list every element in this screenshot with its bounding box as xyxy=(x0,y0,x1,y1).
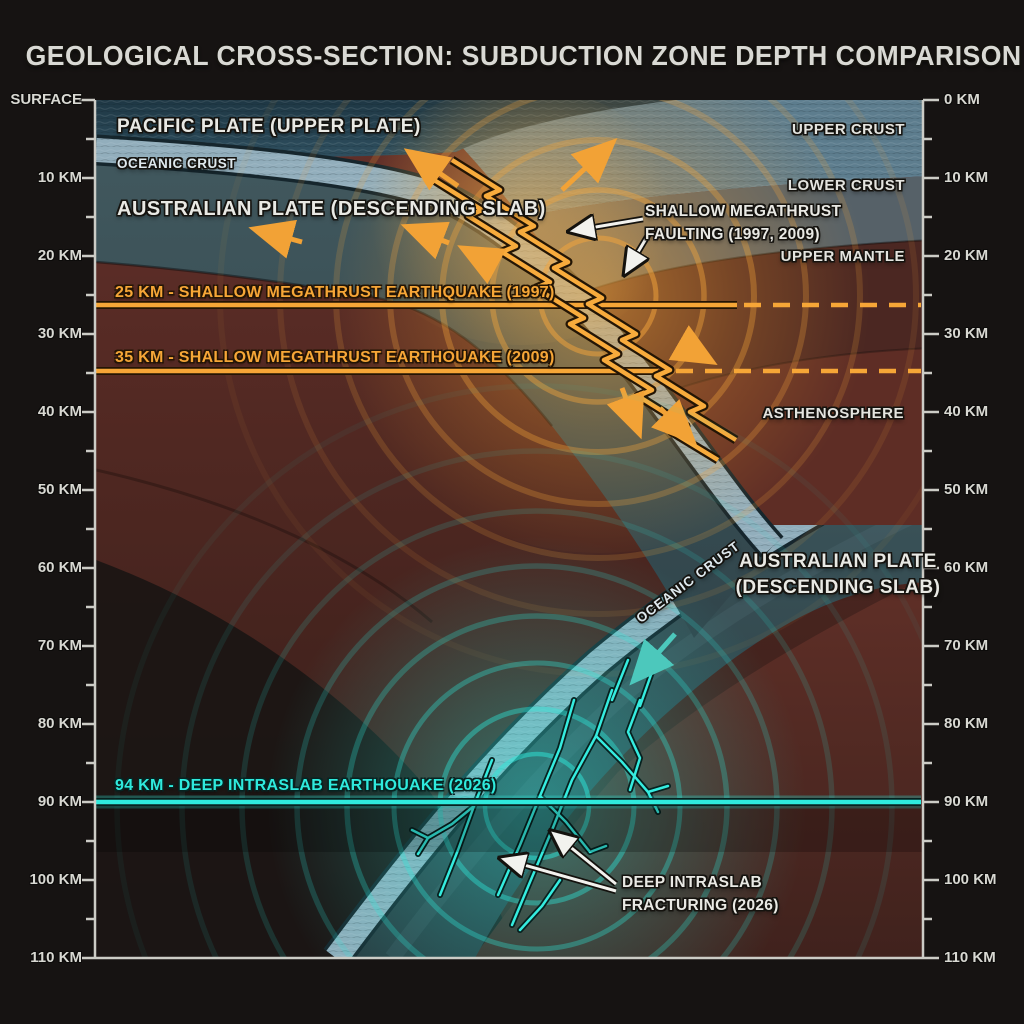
megathrust-fault-icon xyxy=(431,156,739,464)
right-axis-label: 40 KM xyxy=(944,403,989,420)
plot-area xyxy=(96,100,923,958)
slab-motion-arrow xyxy=(629,632,677,686)
left-axis-label: 70 KM xyxy=(37,637,82,654)
annotation-arrows xyxy=(503,219,653,895)
left-axis-label: SURFACE xyxy=(10,91,82,108)
right-axis-ticks xyxy=(923,98,939,960)
upper-mantle-label: UPPER MANTLE xyxy=(780,248,905,265)
left-axis-label: 10 KM xyxy=(37,169,82,186)
depth-marker-1997-label: 25 KM - SHALLOW MEGATHRUST EARTHQUAKE (1… xyxy=(115,284,555,301)
depth-axes xyxy=(79,98,939,960)
right-axis-label: 100 KM xyxy=(944,871,997,888)
intraslab-annotation-line1: DEEP INTRASLAB xyxy=(622,874,762,891)
left-axis-label: 60 KM xyxy=(37,559,82,576)
megathrust-annotation-line1: SHALLOW MEGATHRUST xyxy=(645,203,842,220)
australian-plate-deep-label: AUSTRALIAN PLATE (DESCENDING SLAB) xyxy=(728,549,948,601)
intraslab-annotation: DEEP INTRASLAB FRACTURING (2026) xyxy=(622,871,779,917)
intraslab-annotation-line2: FRACTURING (2026) xyxy=(622,897,779,914)
plate-motion-arrows xyxy=(248,138,718,446)
right-axis-label: 20 KM xyxy=(944,247,989,264)
left-axis-label: 40 KM xyxy=(37,403,82,420)
pacific-plate-label: PACIFIC PLATE (UPPER PLATE) xyxy=(117,116,421,137)
australian-plate-shallow-label: AUSTRALIAN PLATE (DESCENDING SLAB) xyxy=(117,198,546,220)
left-axis-label: 90 KM xyxy=(37,793,82,810)
right-axis-label: 0 KM xyxy=(944,91,980,108)
asthenosphere-label: ASTHENOSPHERE xyxy=(762,405,904,422)
left-axis-label: 30 KM xyxy=(37,325,82,342)
depth-marker-2009-label: 35 KM - SHALLOW MEGATHRUST EARTHOUAKE (2… xyxy=(115,349,555,366)
australian-plate-deep-line1: AUSTRALIAN PLATE xyxy=(739,551,937,572)
australian-plate-deep-line2: (DESCENDING SLAB) xyxy=(735,577,941,598)
right-axis-label: 110 KM xyxy=(944,949,996,966)
left-axis-label: 100 KM xyxy=(29,871,82,888)
left-axis-ticks xyxy=(79,98,95,960)
right-axis-label: 90 KM xyxy=(944,793,989,810)
oceanic-crust-shallow-label: OCEANIC CRUST xyxy=(117,156,237,171)
depth-line-2026 xyxy=(96,795,923,852)
left-axis-label: 110 KM xyxy=(30,949,82,966)
upper-crust-label: UPPER CRUST xyxy=(791,121,905,138)
depth-marker-2026-label: 94 KM - DEEP INTRASLAB EARTHOUAKE (2026) xyxy=(115,777,497,794)
left-axis-label: 20 KM xyxy=(37,247,82,264)
right-axis-label: 10 KM xyxy=(944,169,989,186)
right-axis-label: 50 KM xyxy=(944,481,989,498)
lower-crust-label: LOWER CRUST xyxy=(787,177,905,194)
left-axis-label: 80 KM xyxy=(37,715,82,732)
megathrust-annotation: SHALLOW MEGATHRUST FAULTING (1997, 2009) xyxy=(645,200,841,246)
megathrust-annotation-line2: FAULTING (1997, 2009) xyxy=(645,226,820,243)
figure-title: GEOLOGICAL CROSS-SECTION: SUBDUCTION ZON… xyxy=(25,40,1022,71)
right-axis-label: 60 KM xyxy=(944,559,989,576)
right-axis-label: 80 KM xyxy=(944,715,989,732)
right-axis-label: 30 KM xyxy=(944,325,989,342)
left-axis-label: 50 KM xyxy=(37,481,82,498)
right-axis-label: 70 KM xyxy=(944,637,989,654)
